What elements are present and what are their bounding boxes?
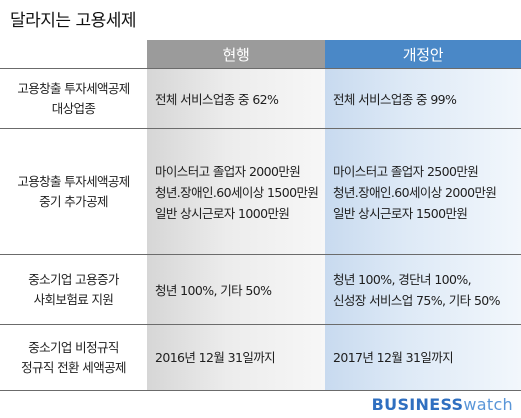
current-value: 전체 서비스업종 중 62% [155, 91, 279, 107]
table-row: 고용창출 투자세액공제 대상업종 전체 서비스업종 중 62% 전체 서비스업종… [0, 68, 521, 129]
header-revised: 개정안 [325, 40, 521, 68]
current-value: 2016년 12월 31일까지 [155, 350, 276, 365]
revised-value: 전체 서비스업종 중 99% [333, 91, 457, 107]
revised-value: 2017년 12월 31일까지 [333, 350, 454, 365]
row-label: 중소기업 비정규직 정규직 전환 세액공제 [21, 339, 126, 375]
row-label: 고용창출 투자세액공제 대상업종 [17, 81, 130, 116]
comparison-table: 현행 개정안 고용창출 투자세액공제 대상업종 전체 서비스업종 중 62% 전… [0, 40, 521, 391]
page-title: 달라지는 고용세제 [10, 11, 137, 31]
row-label: 고용창출 투자세액공제 중기 추가공제 [17, 174, 130, 209]
table-row: 고용창출 투자세액공제 중기 추가공제 마이스터고 졸업자 2000만원 청년.… [0, 128, 521, 255]
businesswatch-logo: BUSINESSwatch [371, 395, 513, 414]
row-label: 중소기업 고용증가 사회보험료 지원 [28, 272, 119, 307]
revised-value: 마이스터고 졸업자 2500만원 청년.장애인.60세이상 2000만원 일반 … [333, 163, 497, 221]
header-current: 현행 [147, 40, 325, 68]
current-value: 청년 100%, 기타 50% [155, 282, 272, 298]
table-row: 중소기업 비정규직 정규직 전환 세액공제 2016년 12월 31일까지 20… [0, 324, 521, 391]
table-row: 중소기업 고용증가 사회보험료 지원 청년 100%, 기타 50% 청년 10… [0, 254, 521, 325]
revised-column-background [325, 68, 521, 390]
revised-value: 청년 100%, 경단녀 100%, 신성장 서비스업 75%, 기타 50% [333, 272, 501, 308]
current-column-background [147, 68, 325, 390]
current-value: 마이스터고 졸업자 2000만원 청년.장애인.60세이상 1500만원 일반 … [155, 163, 319, 221]
